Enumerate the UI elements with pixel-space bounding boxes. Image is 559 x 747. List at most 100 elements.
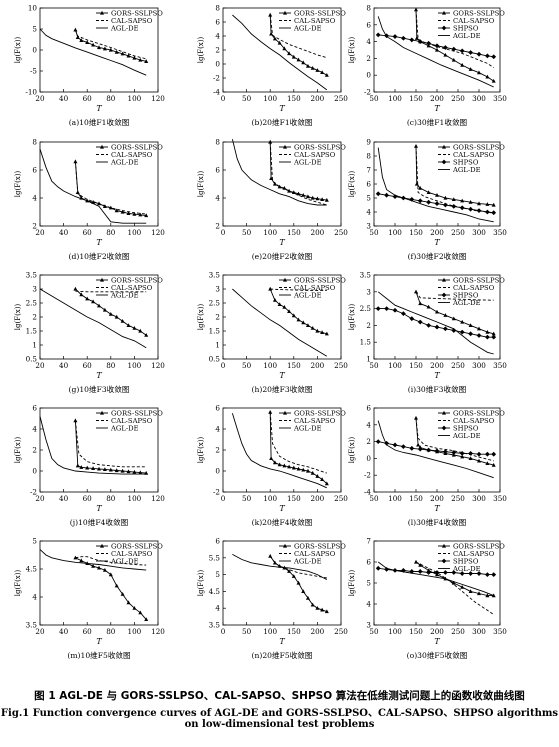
data-point-gors-sslpso [73, 159, 78, 164]
y-tick-label: 5 [32, 25, 37, 34]
data-point-gors-sslpso [102, 567, 107, 572]
panel-subtitle: (f)30维F2收敛图 [408, 251, 467, 261]
data-point-shpso [476, 51, 482, 57]
data-point-shpso [417, 569, 423, 574]
y-tick-label: 3 [32, 285, 37, 294]
data-point-gors-sslpso [324, 331, 329, 336]
y-tick-label: 6 [215, 537, 220, 546]
series-line-agl-de [39, 288, 147, 349]
data-point-gors-sslpso [491, 78, 496, 83]
y-tick-label: -2 [364, 88, 371, 97]
data-point-shpso [443, 45, 448, 50]
chart-panel-6: 20 40 60 80 100 120 0.5 1 1.5 2 2.5 3 3.5 Tlg(F(x)) GO… [14, 271, 165, 395]
legend-entry: GORS-SSLPSO [111, 543, 163, 551]
y-tick-label: 4 [32, 593, 37, 602]
legend-entry: GORS-SSLPSO [294, 10, 346, 18]
chart-panel-2: 50 100 150 200 250 300 350 -2 0 2 4 6 8 Tlg(F(x)) GORS… [348, 4, 507, 128]
y-tick-label: 4.5 [26, 565, 38, 574]
data-point-shpso [468, 571, 473, 576]
data-point-shpso [417, 198, 423, 204]
data-point-gors-sslpso [102, 467, 107, 472]
data-point-gors-sslpso [108, 47, 113, 52]
y-tick-label: 2 [32, 446, 37, 455]
legend-entry: GORS-SSLPSO [294, 543, 346, 551]
x-tick-label: 150 [409, 94, 423, 103]
x-tick-label: 100 [128, 494, 142, 503]
data-point-shpso [485, 209, 490, 215]
data-point-gors-sslpso [443, 52, 448, 57]
y-tick-label: -4 [364, 488, 371, 497]
y-tick-label: 4 [215, 425, 220, 434]
data-point-gors-sslpso [75, 35, 80, 39]
legend-entry: SHPSO [453, 159, 479, 167]
x-tick-label: 20 [35, 228, 45, 237]
x-tick-label: 150 [287, 494, 301, 503]
data-point-shpso [476, 333, 482, 338]
data-point-shpso [409, 37, 415, 43]
data-point-shpso [434, 570, 440, 575]
series-line-agl-de [232, 14, 328, 91]
x-tick-label: 40 [59, 627, 69, 636]
data-point-gors-sslpso [320, 607, 325, 612]
legend-entry: AGL-DE [452, 565, 481, 573]
data-point-gors-sslpso [268, 139, 273, 144]
x-tick-label: 100 [263, 494, 277, 503]
x-tick-label: 80 [106, 494, 116, 503]
data-point-gors-sslpso [73, 27, 78, 32]
x-tick-label: 350 [493, 94, 507, 103]
data-point-shpso [443, 326, 448, 332]
data-point-gors-sslpso [324, 73, 329, 77]
series-line-agl-de [232, 288, 328, 357]
data-point-shpso [375, 306, 381, 311]
x-axis-label: T [434, 504, 440, 513]
data-point-gors-sslpso [277, 40, 282, 45]
x-tick-label: 100 [388, 361, 402, 370]
legend-entry: AGL-DE [452, 299, 481, 307]
data-point-shpso [443, 202, 448, 208]
data-point-shpso [459, 329, 465, 335]
x-tick-label: 200 [430, 494, 444, 503]
y-tick-label: 2 [366, 437, 371, 446]
x-axis-label: T [279, 504, 285, 513]
chart-panel-7: 0 50 100 150 200 250 0.5 1 1.5 2 2.5 3 3.5 Tlg(F(x)) G… [197, 271, 348, 395]
data-point-shpso [468, 206, 473, 212]
x-tick-label: 250 [334, 228, 348, 237]
data-point-shpso [434, 324, 440, 330]
data-point-gors-sslpso [443, 195, 448, 200]
legend-entry: GORS-SSLPSO [294, 410, 346, 418]
x-tick-label: 120 [151, 94, 165, 103]
x-tick-label: 80 [106, 228, 116, 237]
data-point-shpso [401, 311, 406, 317]
x-tick-label: 100 [128, 94, 142, 103]
data-point-gors-sslpso [468, 323, 473, 327]
x-axis-label: T [434, 104, 440, 113]
y-tick-label: 3 [366, 287, 371, 296]
legend-entry: GORS-SSLPSO [453, 144, 505, 152]
x-tick-label: 20 [35, 627, 45, 636]
y-tick-label: 2 [366, 321, 371, 330]
data-point-gors-sslpso [132, 211, 137, 216]
x-tick-label: 150 [287, 361, 301, 370]
series-line-agl-de [39, 416, 147, 475]
data-point-gors-sslpso [320, 477, 325, 481]
legend-entry: SHPSO [453, 292, 479, 300]
x-tick-label: 150 [287, 627, 301, 636]
data-point-gors-sslpso [477, 591, 481, 596]
data-point-gors-sslpso [291, 313, 296, 318]
data-point-shpso [426, 323, 431, 328]
y-tick-label: 3 [215, 285, 220, 294]
x-tick-label: 60 [83, 361, 93, 370]
chart-panel-0: 20 40 60 80 100 120 -10 -5 0 5 10 Tlg(F(x)) GORS-SSL… [14, 4, 165, 128]
data-point-gors-sslpso [460, 319, 465, 324]
x-axis-label: T [434, 637, 440, 646]
legend-entry: AGL-DE [293, 159, 322, 167]
x-tick-label: 150 [409, 228, 423, 237]
series-line-agl-de [231, 139, 327, 206]
data-point-gors-sslpso [301, 60, 306, 65]
data-point-gors-sslpso [132, 326, 137, 330]
x-tick-label: 60 [83, 228, 93, 237]
x-axis-label: T [96, 504, 102, 513]
y-axis-label: lg(F(x)) [197, 570, 205, 597]
data-point-gors-sslpso [414, 181, 419, 186]
data-point-gors-sslpso [91, 564, 96, 568]
